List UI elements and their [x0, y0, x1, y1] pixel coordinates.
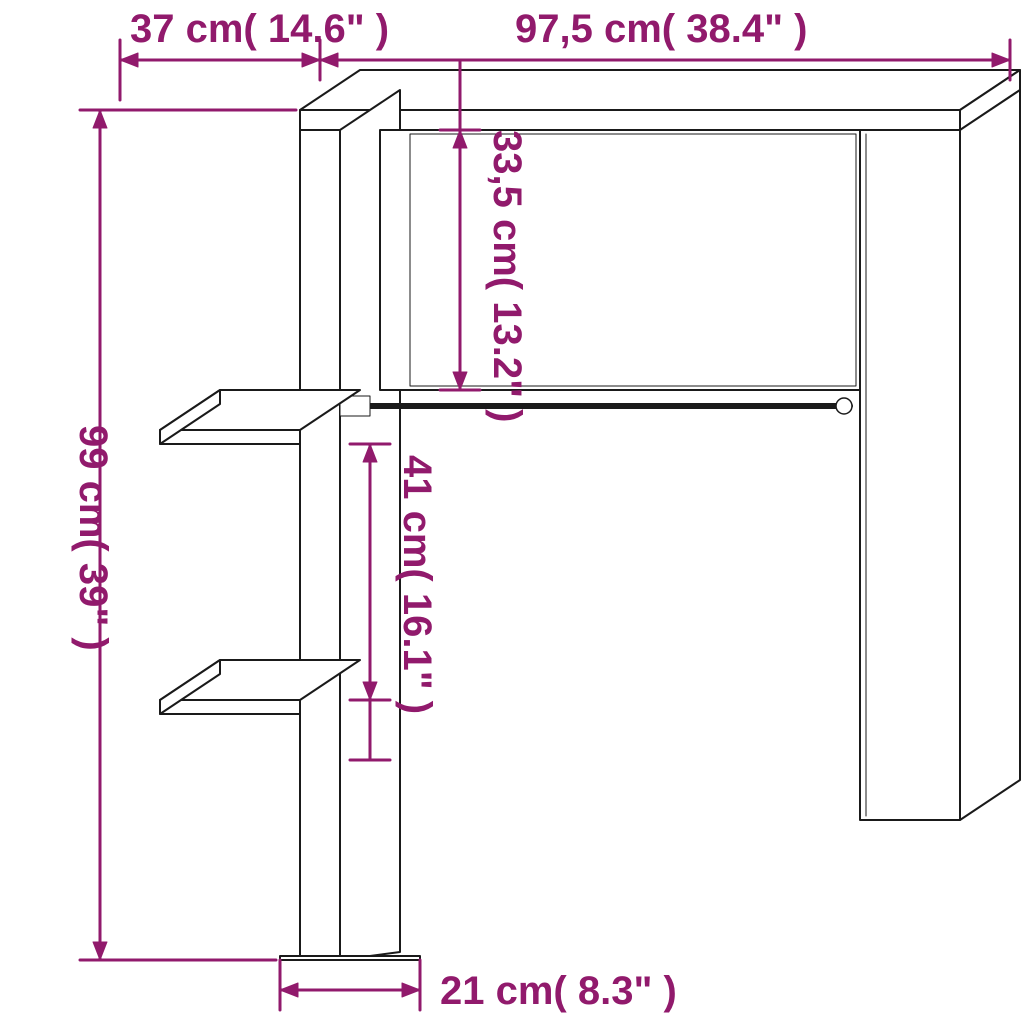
dim-shelf-gap: 41 cm( 16.1" ) [395, 455, 439, 714]
dim-upper-height: 33,5 cm( 13.2" ) [485, 130, 529, 422]
dim-width: 97,5 cm( 38.4" ) [515, 7, 807, 51]
dim-height: 99 cm( 39" ) [71, 425, 115, 651]
dim-foot-width: 21 cm( 8.3" ) [440, 969, 677, 1013]
furniture-diagram [160, 70, 1020, 960]
dim-depth: 37 cm( 14.6" ) [130, 7, 389, 51]
